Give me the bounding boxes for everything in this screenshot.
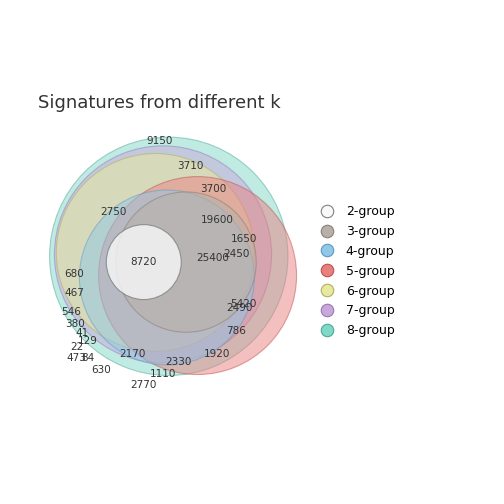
Text: 3700: 3700 [200,184,226,194]
Circle shape [116,192,256,332]
Circle shape [106,225,181,299]
Text: 2450: 2450 [223,249,249,260]
Text: 25400: 25400 [197,253,229,263]
Text: 129: 129 [78,336,98,346]
Circle shape [54,146,272,363]
Text: 467: 467 [65,288,85,298]
Text: 2750: 2750 [100,207,126,217]
Circle shape [49,137,288,375]
Text: 380: 380 [65,319,85,329]
Text: 5420: 5420 [230,299,257,309]
Text: 546: 546 [61,307,81,317]
Text: 9150: 9150 [146,136,172,146]
Text: 1650: 1650 [230,234,257,244]
Text: 630: 630 [92,365,111,375]
Text: 2770: 2770 [131,380,157,390]
Text: 3710: 3710 [177,161,203,171]
Circle shape [99,176,296,374]
Circle shape [56,154,255,351]
Text: 2170: 2170 [119,349,146,359]
Text: 41: 41 [76,328,89,338]
Text: 84: 84 [82,353,95,363]
Circle shape [80,190,255,365]
Text: 786: 786 [226,326,246,336]
Text: 473: 473 [67,353,87,363]
Text: 22: 22 [70,342,83,352]
Text: 680: 680 [65,269,85,279]
Text: 19600: 19600 [201,215,233,225]
Text: 2330: 2330 [165,357,192,367]
Text: 2490: 2490 [227,303,253,313]
Text: 1110: 1110 [150,368,176,379]
Title: Signatures from different k: Signatures from different k [38,94,280,112]
Legend: 2-group, 3-group, 4-group, 5-group, 6-group, 7-group, 8-group: 2-group, 3-group, 4-group, 5-group, 6-gr… [309,200,400,342]
Text: 8720: 8720 [131,257,157,267]
Text: 1920: 1920 [204,349,230,359]
